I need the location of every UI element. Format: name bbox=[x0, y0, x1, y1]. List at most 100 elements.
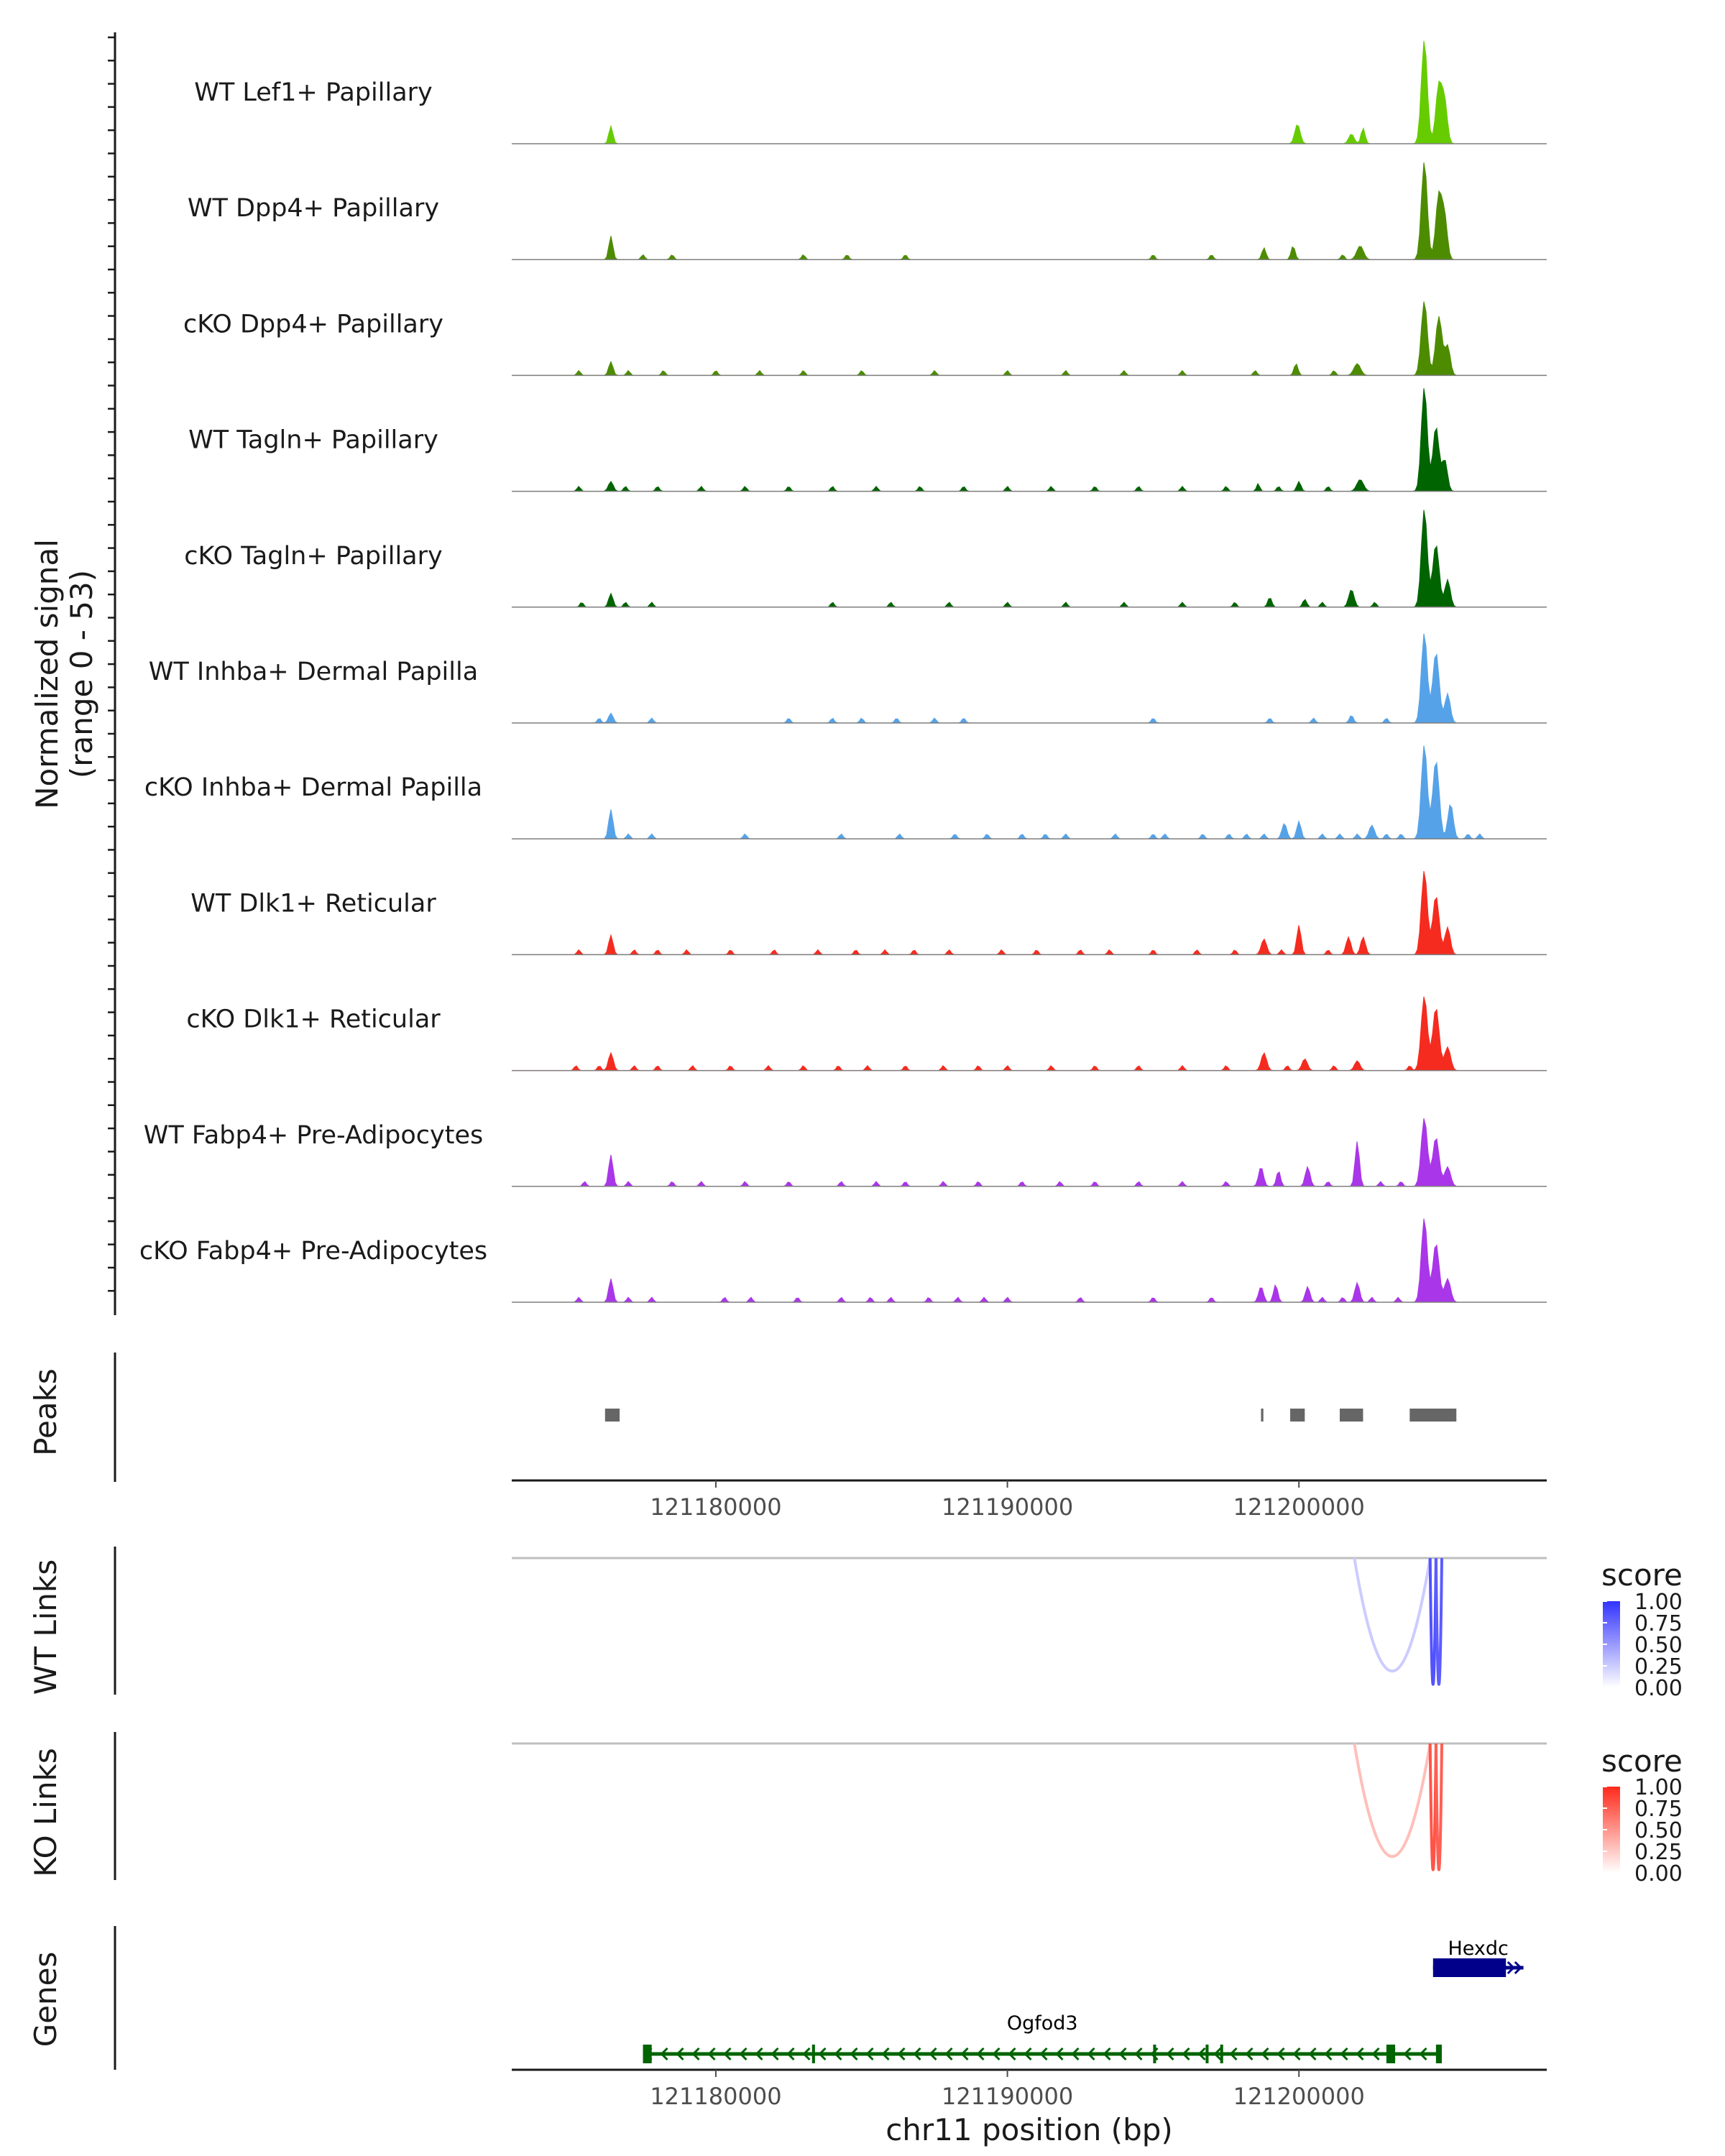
link-arc-2 bbox=[1428, 1557, 1438, 1686]
strand-chevron bbox=[1471, 1961, 1479, 1975]
links-wt-links: 1.000.750.500.250.00 bbox=[114, 1547, 1683, 1701]
track-label-cko-inhba-dermal-papilla: cKO Inhba+ Dermal Papilla bbox=[144, 773, 482, 802]
strand-chevron bbox=[1008, 2047, 1016, 2061]
strand-chevron bbox=[1229, 2047, 1238, 2061]
link-arc-3 bbox=[1434, 1743, 1443, 1871]
track-label-cko-dpp4-papillary: cKO Dpp4+ Papillary bbox=[183, 310, 443, 338]
strand-chevron bbox=[1197, 2047, 1206, 2061]
strand-chevron bbox=[723, 2047, 732, 2061]
strand-chevron bbox=[786, 2047, 795, 2061]
genes-x-axis-tick-label: 121180000 bbox=[650, 2083, 781, 2110]
coverage-ylabel-line2: (range 0 - 53) bbox=[64, 570, 99, 778]
link-arc-1 bbox=[1353, 1743, 1432, 1858]
strand-chevron bbox=[676, 2047, 684, 2061]
strand-chevron bbox=[1478, 1961, 1486, 1975]
strand-chevron bbox=[1134, 2047, 1143, 2061]
strand-chevron bbox=[1371, 2047, 1380, 2061]
wt-links-track-label: WT Links bbox=[28, 1560, 63, 1695]
strand-chevron bbox=[1024, 2047, 1032, 2061]
link-arc-2 bbox=[1428, 1743, 1438, 1871]
track-label-wt-lef1-papillary: WT Lef1+ Papillary bbox=[194, 78, 433, 107]
peak-region-1 bbox=[604, 1409, 620, 1422]
coverage-tracks: WT Lef1+ Papillary WT Dpp4+ Papillary cKO … bbox=[108, 32, 1547, 1315]
legend-tick-label: 0.50 bbox=[1634, 1818, 1683, 1843]
peaks-x-axis: 121180000 121190000 121200000 bbox=[512, 1479, 1547, 1521]
strand-chevron bbox=[644, 2047, 653, 2061]
genes-track: Hexdc Ogfod3 bbox=[114, 1926, 1524, 2070]
peaks-x-axis-tick-label: 121200000 bbox=[1233, 1493, 1365, 1521]
strand-chevron bbox=[913, 2047, 921, 2061]
genes-x-axis: 121180000 121190000 121200000 bbox=[512, 2068, 1547, 2110]
coverage-ylabel-line1: Normalized signal bbox=[29, 539, 65, 809]
strand-chevron bbox=[1499, 1961, 1508, 1975]
gene-hexdc: Hexdc bbox=[1432, 1938, 1524, 1977]
legend-tick-label: 0.25 bbox=[1634, 1654, 1683, 1680]
legend-tick-label: 0.75 bbox=[1634, 1611, 1683, 1636]
track-label-wt-inhba-dermal-papilla: WT Inhba+ Dermal Papilla bbox=[149, 658, 478, 686]
strand-chevron bbox=[1261, 2047, 1269, 2061]
legend-tick-label: 0.00 bbox=[1634, 1676, 1683, 1701]
strand-chevron bbox=[1087, 2047, 1095, 2061]
strand-chevron bbox=[1166, 2047, 1174, 2061]
track-label-wt-dpp4-papillary: WT Dpp4+ Papillary bbox=[188, 194, 439, 223]
strand-chevron bbox=[1506, 1961, 1515, 1975]
strand-chevron bbox=[691, 2047, 700, 2061]
track-label-cko-fabp4-pre-adipocytes: cKO Fabp4+ Pre-Adipocytes bbox=[139, 1237, 487, 1266]
strand-chevron bbox=[1419, 2047, 1427, 2061]
strand-chevron bbox=[1292, 2047, 1301, 2061]
strand-chevron bbox=[850, 2047, 858, 2061]
strand-chevron bbox=[1118, 2047, 1127, 2061]
strand-chevron bbox=[944, 2047, 953, 2061]
track-wt-fabp4-pre-adipocytes: WT Fabp4+ Pre-Adipocytes bbox=[144, 1118, 1547, 1187]
track-label-cko-dlk1-reticular: cKO Dlk1+ Reticular bbox=[186, 1005, 441, 1034]
gene-exon-2 bbox=[811, 2045, 815, 2063]
strand-chevron bbox=[1387, 2047, 1396, 2061]
peak-region-3 bbox=[1290, 1409, 1305, 1422]
strand-chevron bbox=[881, 2047, 890, 2061]
strand-chevron bbox=[1245, 2047, 1254, 2061]
track-wt-tagln-papillary: WT Tagln+ Papillary bbox=[188, 388, 1547, 492]
genes-x-axis-tick-label: 121200000 bbox=[1233, 2083, 1365, 2110]
strand-chevron bbox=[1442, 1961, 1450, 1975]
strand-chevron bbox=[802, 2047, 811, 2061]
gene-exon-7 bbox=[1435, 2045, 1442, 2063]
strand-chevron bbox=[1514, 1961, 1522, 1975]
strand-chevron bbox=[660, 2047, 668, 2061]
strand-chevron bbox=[818, 2047, 827, 2061]
genes-x-axis-tick-label: 121190000 bbox=[942, 2083, 1073, 2110]
strand-chevron bbox=[1492, 1961, 1501, 1975]
strand-chevron bbox=[1435, 1961, 1443, 1975]
strand-chevron bbox=[1276, 2047, 1285, 2061]
strand-chevron bbox=[1449, 1961, 1458, 1975]
strand-chevron bbox=[1213, 2047, 1222, 2061]
strand-chevron bbox=[960, 2047, 969, 2061]
strand-chevron bbox=[1340, 2047, 1348, 2061]
track-cko-dlk1-reticular: cKO Dlk1+ Reticular bbox=[186, 996, 1547, 1072]
track-cko-dpp4-papillary: cKO Dpp4+ Papillary bbox=[183, 301, 1547, 377]
links-ko-links: 1.000.750.500.250.00 bbox=[114, 1732, 1683, 1886]
legend-tick-label: 0.25 bbox=[1634, 1840, 1683, 1865]
strand-chevron bbox=[1356, 2047, 1364, 2061]
strand-chevron bbox=[1463, 1961, 1472, 1975]
strand-chevron bbox=[976, 2047, 985, 2061]
peaks-track bbox=[114, 1353, 1457, 1482]
peak-region-4 bbox=[1340, 1409, 1363, 1422]
strand-chevron bbox=[1039, 2047, 1048, 2061]
strand-chevron bbox=[1071, 2047, 1080, 2061]
peaks-x-axis-tick-label: 121180000 bbox=[650, 1493, 781, 1521]
strand-chevron bbox=[1403, 2047, 1412, 2061]
wt-links-legend-title: score bbox=[1601, 1557, 1683, 1593]
strand-chevron bbox=[992, 2047, 1000, 2061]
gene-name-ogfod3: Ogfod3 bbox=[1007, 2012, 1078, 2035]
strand-chevron bbox=[770, 2047, 779, 2061]
gene-exon-3 bbox=[1153, 2045, 1156, 2063]
track-wt-dlk1-reticular: WT Dlk1+ Reticular bbox=[190, 871, 1547, 956]
link-arc-3 bbox=[1434, 1557, 1443, 1686]
strand-chevron bbox=[1103, 2047, 1111, 2061]
legend-tick-label: 0.00 bbox=[1634, 1861, 1683, 1886]
ko-links-track-label: KO Links bbox=[28, 1748, 63, 1877]
track-cko-inhba-dermal-papilla: cKO Inhba+ Dermal Papilla bbox=[144, 745, 1547, 839]
gene-ogfod3: Ogfod3 bbox=[643, 2012, 1442, 2063]
strand-chevron bbox=[929, 2047, 937, 2061]
